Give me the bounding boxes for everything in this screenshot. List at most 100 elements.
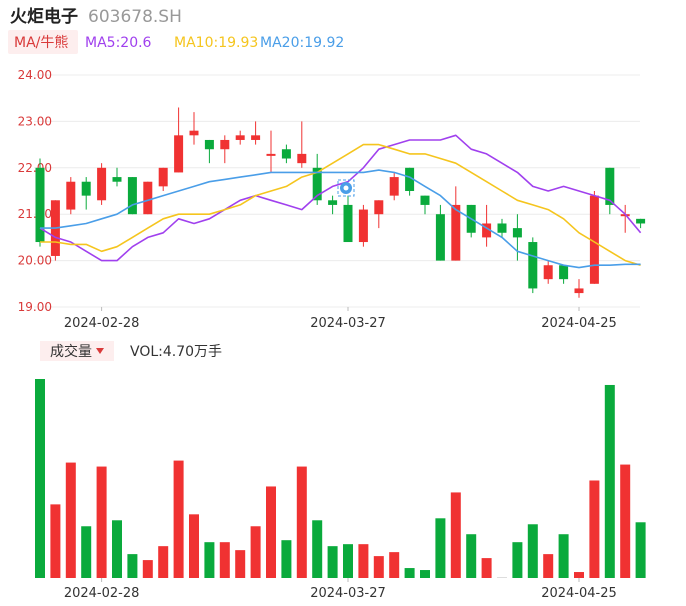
candle bbox=[435, 204, 445, 261]
candle bbox=[451, 186, 461, 261]
candle-body bbox=[312, 167, 322, 201]
volume-bar bbox=[512, 542, 523, 578]
candle-body bbox=[174, 135, 184, 173]
candle-body bbox=[220, 139, 230, 150]
candle-body bbox=[297, 153, 307, 164]
candle-body bbox=[189, 130, 199, 136]
volume-bar bbox=[466, 534, 477, 578]
candle-body bbox=[235, 135, 245, 140]
volume-bar bbox=[389, 552, 400, 578]
candle-body bbox=[251, 135, 261, 140]
y-tick-label: 19.00 bbox=[18, 300, 52, 314]
candle bbox=[281, 144, 291, 164]
price-date-axis: 2024-02-28 2024-03-27 2024-04-25 bbox=[64, 307, 617, 331]
candle bbox=[482, 204, 492, 247]
candle-body bbox=[35, 167, 45, 243]
candle bbox=[81, 177, 91, 210]
candle-body bbox=[127, 177, 137, 215]
volume-bar bbox=[281, 540, 292, 578]
candle bbox=[143, 181, 153, 215]
candle bbox=[636, 218, 646, 229]
volume-bar bbox=[50, 504, 61, 578]
volume-bar bbox=[266, 486, 276, 578]
volume-value: VOL:4.70万手 bbox=[130, 344, 222, 360]
candle bbox=[204, 139, 214, 164]
candle-body bbox=[589, 195, 599, 284]
candle bbox=[605, 167, 615, 215]
volume-bar bbox=[543, 554, 554, 578]
ma20-line bbox=[40, 169, 641, 269]
y-tick-label: 21.00 bbox=[18, 207, 52, 221]
candle-body bbox=[81, 181, 91, 196]
volume-bar bbox=[327, 546, 338, 578]
ma-toggle-label: MA/牛熊 bbox=[14, 35, 68, 51]
volume-toggle-button[interactable] bbox=[40, 341, 114, 361]
x-tick-label: 2024-04-25 bbox=[541, 316, 617, 331]
volume-bar bbox=[142, 560, 153, 578]
volume-bar bbox=[173, 460, 184, 578]
candle bbox=[189, 112, 199, 145]
y-tick-label: 22.00 bbox=[18, 161, 52, 175]
candle bbox=[50, 200, 60, 261]
candle-body bbox=[559, 265, 569, 280]
x-tick-label: 2024-03-27 bbox=[310, 316, 386, 331]
volume-bar bbox=[81, 526, 92, 578]
candle-body bbox=[574, 288, 584, 294]
candle bbox=[512, 214, 522, 261]
candle-body bbox=[97, 167, 107, 201]
candle-body bbox=[482, 223, 492, 238]
volume-bar bbox=[420, 570, 430, 578]
candle bbox=[266, 130, 276, 173]
candle-body bbox=[281, 149, 291, 159]
volume-bar bbox=[604, 384, 615, 578]
candle bbox=[35, 158, 45, 247]
volume-bar bbox=[373, 556, 384, 578]
volume-bar bbox=[481, 558, 492, 578]
ma10-label: MA10:19.93 bbox=[174, 35, 258, 51]
candle bbox=[112, 167, 122, 187]
y-tick-label: 23.00 bbox=[18, 114, 52, 128]
volume-bar bbox=[35, 379, 45, 578]
candle bbox=[420, 195, 430, 215]
volume-bar bbox=[558, 534, 569, 578]
x-tick-label: 2024-02-28 bbox=[64, 316, 140, 331]
candle-body bbox=[328, 200, 338, 205]
candle-body bbox=[451, 204, 461, 261]
volume-bar bbox=[620, 464, 631, 578]
stock-name: 火炬电子 bbox=[10, 6, 78, 27]
moving-average-lines bbox=[39, 134, 642, 269]
chevron-down-icon bbox=[96, 348, 104, 354]
candle bbox=[97, 163, 107, 205]
volume-bar bbox=[497, 577, 507, 578]
candle-body bbox=[497, 223, 507, 233]
candle-body bbox=[605, 167, 615, 205]
candle-body bbox=[374, 200, 384, 215]
candle bbox=[559, 265, 569, 284]
candle bbox=[127, 177, 137, 215]
ma-toggle-button[interactable] bbox=[8, 30, 78, 54]
candles bbox=[35, 107, 646, 298]
candle bbox=[405, 167, 415, 196]
candle-body bbox=[158, 167, 168, 187]
volume-bar bbox=[435, 518, 446, 578]
candle bbox=[312, 153, 322, 205]
price-axis: 24.00 23.00 22.00 21.00 20.00 19.00 bbox=[18, 68, 52, 314]
candle bbox=[297, 121, 307, 168]
y-tick-label: 24.00 bbox=[18, 68, 52, 82]
candle bbox=[543, 260, 553, 284]
candle-body bbox=[389, 177, 399, 196]
volume-bar bbox=[158, 546, 169, 578]
crosshair-marker[interactable] bbox=[337, 179, 355, 197]
volume-bar bbox=[527, 524, 538, 578]
candle-body bbox=[435, 214, 445, 261]
candle-body bbox=[512, 228, 522, 238]
volume-bar bbox=[404, 568, 415, 578]
candle-body bbox=[528, 242, 538, 289]
candle-body bbox=[343, 204, 353, 243]
candle-body bbox=[636, 218, 646, 224]
ma5-label: MA5:20.6 bbox=[85, 35, 152, 51]
volume-bar bbox=[250, 526, 261, 578]
candle-body bbox=[543, 265, 553, 280]
volume-bar bbox=[235, 550, 246, 578]
